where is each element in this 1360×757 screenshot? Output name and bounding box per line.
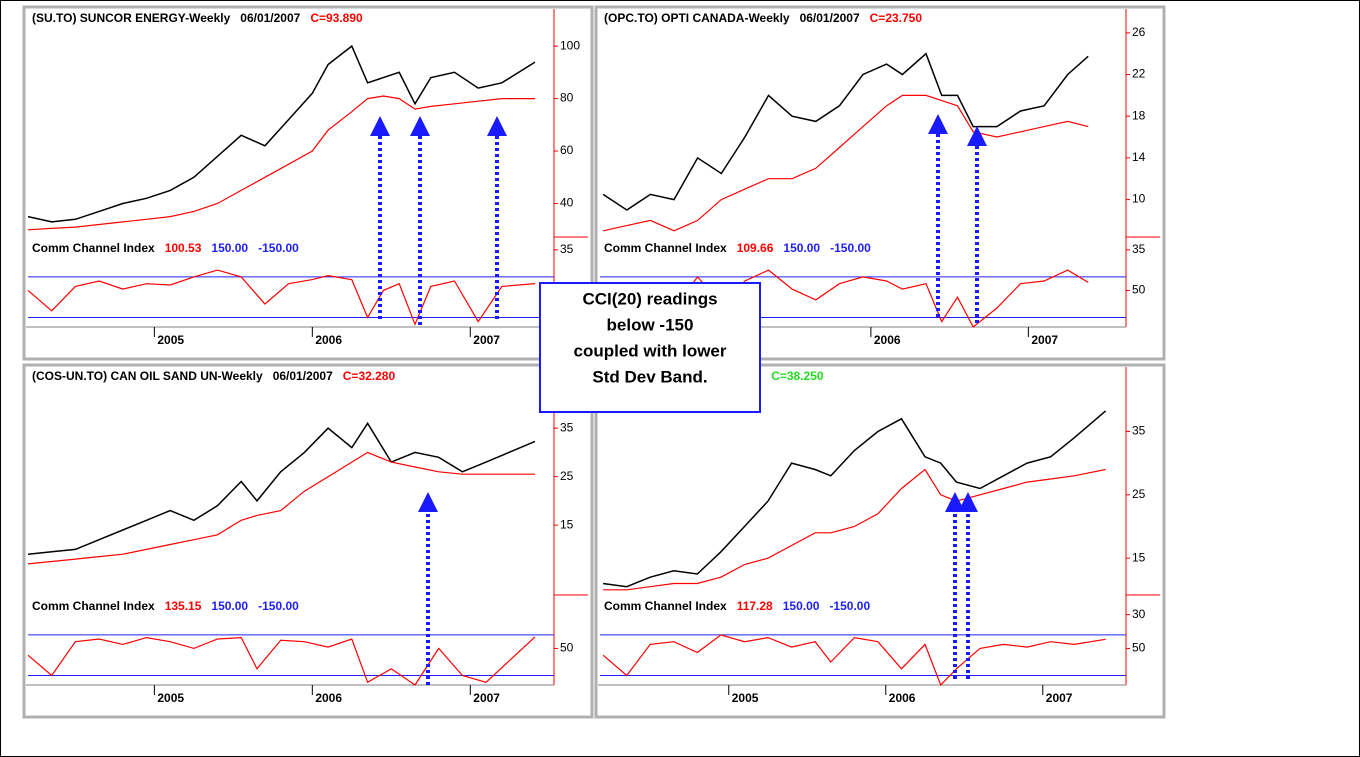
y-tick-label: 22 [1132,67,1146,81]
cci-tick-label: 50 [560,641,574,655]
y-tick-label: 60 [560,143,574,157]
price-line [602,52,1089,211]
arrow-head [967,126,987,146]
cci-tick-label: 50 [1132,641,1146,655]
cci-title: Comm Channel Index [32,599,155,613]
chart-close: C=23.750 [870,11,923,25]
chart-date: 06/01/2007 [800,11,860,25]
cci-level-label: 150.00 [211,599,248,613]
cci-level-label: 150.00 [783,241,820,255]
x-tick-label: 2006 [315,691,342,705]
x-tick-label: 2005 [732,691,759,705]
y-tick-label: 25 [1132,487,1146,501]
note-line: Std Dev Band. [592,367,707,386]
price-line [27,421,536,555]
y-tick-label: 10 [1132,192,1146,206]
arrow-head [487,116,507,136]
panel-frame [22,363,594,719]
panel-frame [594,363,1166,719]
band-line [602,94,1089,232]
cci-level-label: -150.00 [258,241,299,255]
band-line [603,468,1106,591]
chart-title: (SU.TO) SUNCOR ENERGY-Weekly [32,11,231,25]
y-tick-label: 35 [1132,424,1146,438]
chart-close: C=93.890 [310,11,363,25]
cci-level-label: 150.00 [211,241,248,255]
cci-level-label: 150.00 [783,599,820,613]
arrow-heads [370,114,987,512]
cci-level-label: -150.00 [829,599,870,613]
cci-tick-label: 50 [1132,283,1146,297]
arrow-head [928,114,948,134]
y-tick-label: 15 [560,517,574,531]
note-line: coupled with lower [573,341,726,360]
note-line: CCI(20) readings [582,289,717,308]
chart-header: (SU.TO) SUNCOR ENERGY-Weekly 06/01/2007 C=… [32,11,363,25]
cci-tick-label: 35 [1132,242,1146,256]
charts: 40 60 80 100 35 50 2005 2006 2007 (SU.TO) SUNCOR … [22,5,1166,719]
cci-last: 100.53 [165,241,202,255]
band-line [27,95,535,231]
cci-header: Comm Channel Index 135.15 150.00 -150.00 [32,599,299,613]
y-tick-label: 15 [1132,550,1146,564]
chart-close: C=38.250 [771,369,824,383]
cci-header: Comm Channel Index 117.28 150.00 -150.00 [604,599,870,613]
arrow-head [418,492,438,512]
cci-header: Comm Channel Index 100.53 150.00 -150.00 [32,241,299,255]
arrow-head [945,492,965,512]
cci-title: Comm Channel Index [604,599,727,613]
cci-tick-label: 30 [1132,607,1146,621]
price-line [602,410,1107,588]
y-tick-label: 80 [560,91,574,105]
price-line [27,44,536,223]
band-line [27,451,535,565]
y-tick-label: 100 [560,38,580,52]
chart-title: (OPC.TO) OPTI CANADA-Weekly [604,11,790,25]
y-tick-label: 35 [560,420,574,434]
cci-level-label: -150.00 [830,241,871,255]
cci-level-label: -150.00 [258,599,299,613]
cci-title: Comm Channel Index [604,241,727,255]
x-tick-label: 2006 [315,333,342,347]
x-tick-label: 2006 [889,691,916,705]
y-tick-label: 14 [1132,150,1146,164]
x-tick-label: 2007 [1031,333,1058,347]
x-tick-label: 2005 [157,691,184,705]
cci-last: 117.28 [737,599,773,613]
cci-tick-label: 35 [560,242,574,256]
arrow-head [410,116,430,136]
chart-header: (OPC.TO) OPTI CANADA-Weekly 06/01/2007 C=2… [604,11,922,25]
y-tick-label: 18 [1132,108,1146,122]
chart-date: 06/01/2007 [273,369,333,383]
chart-title: (COS-UN.TO) CAN OIL SAND UN-Weekly [32,369,263,383]
x-tick-label: 2007 [473,691,500,705]
y-tick-label: 26 [1132,25,1146,39]
cci-last: 109.66 [737,241,774,255]
note-box: CCI(20) readings below -150 coupled with… [539,282,761,413]
arrow-head [958,492,978,512]
cci-line [602,634,1106,687]
y-tick-label: 40 [560,196,574,210]
chart-date: 06/01/2007 [240,11,300,25]
cci-line [27,269,536,326]
panel-frame [22,5,594,361]
x-tick-label: 2007 [473,333,500,347]
note-line: below -150 [607,315,694,334]
x-tick-label: 2007 [1046,691,1073,705]
x-tick-label: 2006 [874,333,901,347]
y-tick-label: 25 [560,469,574,483]
cci-last: 135.15 [165,599,202,613]
arrows [378,128,979,687]
note-frame [539,282,761,413]
cci-title: Comm Channel Index [32,241,155,255]
x-tick-label: 2005 [157,333,184,347]
chart-header: (COS-UN.TO) CAN OIL SAND UN-Weekly 06/01/… [32,369,395,383]
arrow-head [370,116,390,136]
chart-close: C=32.280 [343,369,396,383]
cci-header: Comm Channel Index 109.66 150.00 -150.00 [604,241,871,255]
